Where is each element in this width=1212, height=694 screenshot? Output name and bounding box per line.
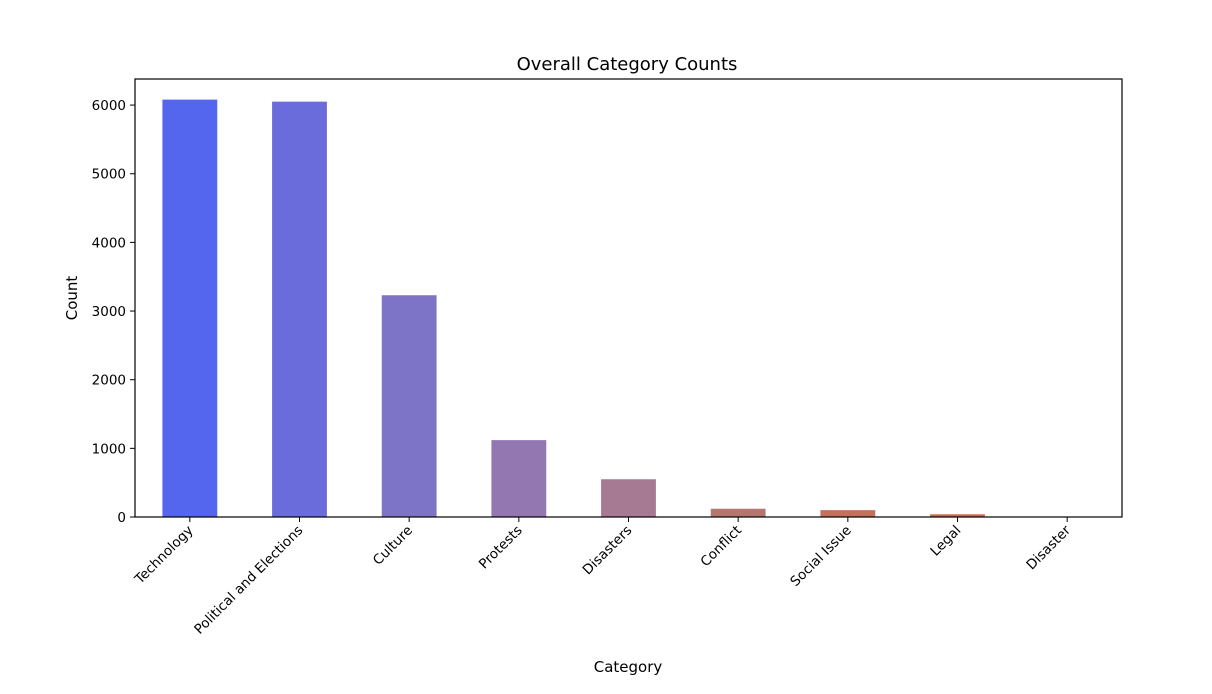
x-tick-label: Protests [476,523,526,573]
x-tick-label: Disaster [1023,522,1074,573]
bar-culture [381,295,437,517]
x-tick-label: Social Issue [787,523,854,590]
bar-protests [491,440,547,517]
y-tick-label: 0 [117,510,126,526]
y-axis-label: Count [63,276,81,321]
bars-group [162,99,1095,517]
bar-disasters [601,479,656,517]
y-tick-label: 2000 [92,373,126,389]
x-tick-label: Disasters [580,523,636,579]
y-tick-label: 6000 [92,98,126,114]
y-tick-label: 5000 [92,167,126,183]
y-tick-label: 4000 [92,235,126,251]
y-axis: 0 1000 2000 3000 4000 5000 6000 [92,98,135,526]
y-tick-label: 1000 [92,441,126,457]
bar-social-issue [820,510,876,517]
y-tick-label: 3000 [92,304,126,320]
bar-technology [162,99,218,517]
bar-conflict [710,508,766,517]
x-tick-label: Conflict [697,523,745,571]
bar-legal [930,514,985,517]
x-axis-label: Category [594,658,663,676]
x-tick-label: Political and Elections [191,523,306,638]
x-tick-label: Culture [370,523,416,569]
x-tick-label: Legal [927,523,964,560]
chart-title: Overall Category Counts [517,54,738,75]
x-tick-label: Technology [131,523,197,589]
bar-political-and-elections [272,101,327,517]
